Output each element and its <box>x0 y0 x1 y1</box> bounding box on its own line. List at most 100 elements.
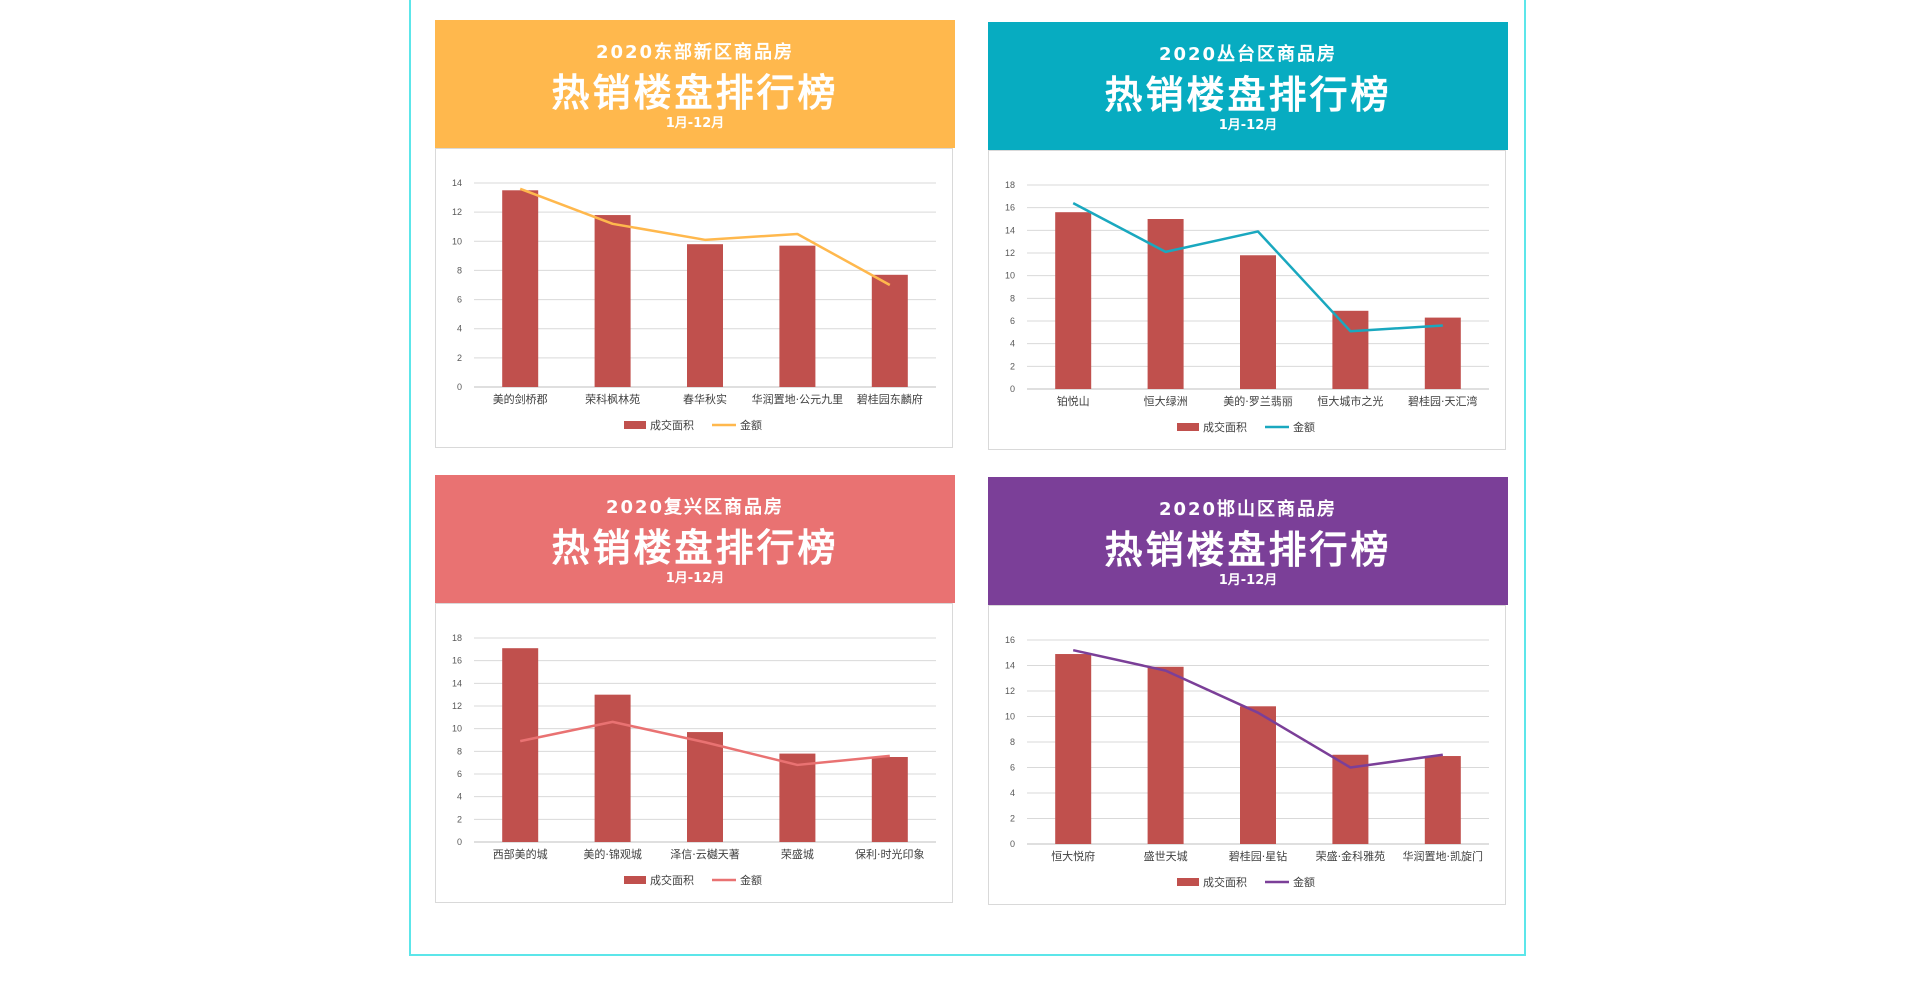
y-tick-label: 2 <box>1010 361 1015 371</box>
y-tick-label: 12 <box>452 701 462 711</box>
chart-panel-fuxing: 2020复兴区商品房 热销楼盘排行榜 1月-12月 0 2 4 6 8 10 12 14 16 1… <box>435 475 955 910</box>
y-tick-label: 4 <box>457 792 462 802</box>
x-tick-label: 保利·时光印象 <box>855 847 925 861</box>
legend-line-label: 金额 <box>1293 875 1315 889</box>
y-tick-label: 10 <box>1005 712 1015 722</box>
legend-line-label: 金额 <box>740 873 762 887</box>
x-tick-label: 恒大绿洲 <box>1144 394 1188 408</box>
y-tick-label: 2 <box>1010 814 1015 824</box>
x-tick-label: 铂悦山 <box>1057 394 1090 408</box>
legend-bar-label: 成交面积 <box>650 418 694 432</box>
chart-panel-dongbu: 2020东部新区商品房 热销楼盘排行榜 1月-12月 0 2 4 6 8 10 12 14 美的… <box>435 20 955 455</box>
y-tick-label: 14 <box>452 178 462 188</box>
x-tick-label: 西部美的城 <box>493 847 548 861</box>
y-tick-label: 4 <box>1010 788 1015 798</box>
y-tick-label: 14 <box>1005 661 1015 671</box>
chart-panel-hanshan: 2020邯山区商品房 热销楼盘排行榜 1月-12月 0 2 4 6 8 10 12 14 16 恒… <box>988 477 1508 912</box>
y-tick-label: 6 <box>457 769 462 779</box>
chart-area: 0 2 4 6 8 10 12 14 16 恒大悦府 盛世天城 碧桂园·星钻 荣盛·金科雅苑 华润置地·凯… <box>988 605 1506 905</box>
y-tick-label: 8 <box>457 746 462 756</box>
combo-chart: 0 2 4 6 8 10 12 14 16 18 西部美的城 美的·锦观城 泽信·云樾天著 荣盛城 保利·时… <box>452 633 936 887</box>
amount-line <box>519 720 890 767</box>
chart-panel-congtai: 2020丛台区商品房 热销楼盘排行榜 1月-12月 0 2 4 6 8 10 12 14 16 1… <box>988 22 1508 457</box>
y-tick-label: 6 <box>1010 763 1015 773</box>
x-tick-label: 碧桂园·星钻 <box>1229 849 1288 863</box>
bar <box>687 732 723 842</box>
y-tick-label: 18 <box>1005 180 1015 190</box>
bar <box>871 274 908 387</box>
legend-line-label: 金额 <box>740 418 762 432</box>
bar <box>1147 219 1184 389</box>
legend-bar-label: 成交面积 <box>650 873 694 887</box>
y-tick-label: 6 <box>1010 316 1015 326</box>
combo-chart: 0 2 4 6 8 10 12 14 16 18 铂悦山 恒大绿洲 美的·罗兰翡丽 恒大城市之光 碧桂园·天… <box>1005 180 1489 434</box>
y-tick-label: 4 <box>1010 339 1015 349</box>
content-frame <box>409 0 1526 956</box>
x-tick-label: 美的·锦观城 <box>583 847 642 861</box>
x-tick-label: 美的剑桥郡 <box>493 392 548 406</box>
panel-period: 1月-12月 <box>665 571 725 586</box>
bar <box>779 753 816 842</box>
panel-title: 热销楼盘排行榜 <box>551 71 839 115</box>
x-tick-label: 碧桂园东麟府 <box>857 392 923 406</box>
y-tick-label: 10 <box>452 724 462 734</box>
legend-bar-swatch <box>1177 878 1199 886</box>
y-tick-label: 0 <box>457 382 462 392</box>
y-tick-label: 18 <box>452 633 462 643</box>
x-tick-label: 碧桂园·天汇湾 <box>1408 394 1478 408</box>
panel-subtitle: 2020丛台区商品房 <box>1158 44 1338 65</box>
panel-subtitle: 2020东部新区商品房 <box>595 42 795 63</box>
y-tick-label: 8 <box>1010 293 1015 303</box>
panel-subtitle: 2020邯山区商品房 <box>1158 499 1338 520</box>
panel-period: 1月-12月 <box>1218 118 1278 133</box>
y-tick-label: 8 <box>1010 737 1015 747</box>
y-tick-label: 16 <box>1005 203 1015 213</box>
bar <box>1055 212 1092 389</box>
y-tick-label: 2 <box>457 353 462 363</box>
y-tick-label: 16 <box>1005 635 1015 645</box>
chart-area: 0 2 4 6 8 10 12 14 美的剑桥郡 荣科枫林苑 春华秋实 华润置地·公元九里 碧桂园东麟府… <box>435 148 953 448</box>
y-tick-label: 4 <box>457 324 462 334</box>
bar <box>1055 654 1092 844</box>
y-tick-label: 12 <box>1005 686 1015 696</box>
legend-bar-swatch <box>1177 423 1199 431</box>
panel-header: 2020东部新区商品房 热销楼盘排行榜 1月-12月 <box>435 20 955 148</box>
x-tick-label: 美的·罗兰翡丽 <box>1223 394 1293 408</box>
panel-title: 热销楼盘排行榜 <box>551 526 839 570</box>
y-tick-label: 12 <box>1005 248 1015 258</box>
y-tick-label: 0 <box>1010 384 1015 394</box>
bar <box>687 244 723 387</box>
bar <box>1147 666 1184 844</box>
amount-line <box>519 187 891 287</box>
bar <box>594 694 631 842</box>
bar <box>1332 754 1369 844</box>
legend-bar-label: 成交面积 <box>1203 420 1247 434</box>
bar <box>502 648 539 842</box>
legend-line-label: 金额 <box>1293 420 1315 434</box>
x-tick-label: 泽信·云樾天著 <box>670 847 740 861</box>
combo-chart: 0 2 4 6 8 10 12 14 美的剑桥郡 荣科枫林苑 春华秋实 华润置地·公元九里 碧桂园东麟府… <box>452 178 936 432</box>
bar <box>1424 756 1461 844</box>
x-tick-label: 荣盛城 <box>781 847 814 861</box>
panel-header: 2020复兴区商品房 热销楼盘排行榜 1月-12月 <box>435 475 955 603</box>
panel-header: 2020邯山区商品房 热销楼盘排行榜 1月-12月 <box>988 477 1508 605</box>
y-tick-label: 8 <box>457 265 462 275</box>
panel-header: 2020丛台区商品房 热销楼盘排行榜 1月-12月 <box>988 22 1508 150</box>
bar <box>594 215 631 387</box>
y-tick-label: 10 <box>1005 271 1015 281</box>
panel-title: 热销楼盘排行榜 <box>1104 528 1392 572</box>
bar <box>1240 255 1276 389</box>
y-tick-label: 6 <box>457 295 462 305</box>
y-tick-label: 0 <box>457 837 462 847</box>
y-tick-label: 14 <box>452 678 462 688</box>
panel-subtitle: 2020复兴区商品房 <box>605 497 785 518</box>
bar <box>502 190 539 387</box>
x-tick-label: 恒大悦府 <box>1051 849 1095 863</box>
x-tick-label: 荣科枫林苑 <box>585 392 640 406</box>
bar <box>779 245 816 387</box>
chart-area: 0 2 4 6 8 10 12 14 16 18 铂悦山 恒大绿洲 美的·罗兰翡丽 恒大城市之光 碧桂园·天… <box>988 150 1506 450</box>
panel-title: 热销楼盘排行榜 <box>1104 73 1392 117</box>
y-tick-label: 16 <box>452 656 462 666</box>
x-tick-label: 华润置地·凯旋门 <box>1403 849 1484 863</box>
chart-area: 0 2 4 6 8 10 12 14 16 18 西部美的城 美的·锦观城 泽信·云樾天著 荣盛城 保利·时… <box>435 603 953 903</box>
